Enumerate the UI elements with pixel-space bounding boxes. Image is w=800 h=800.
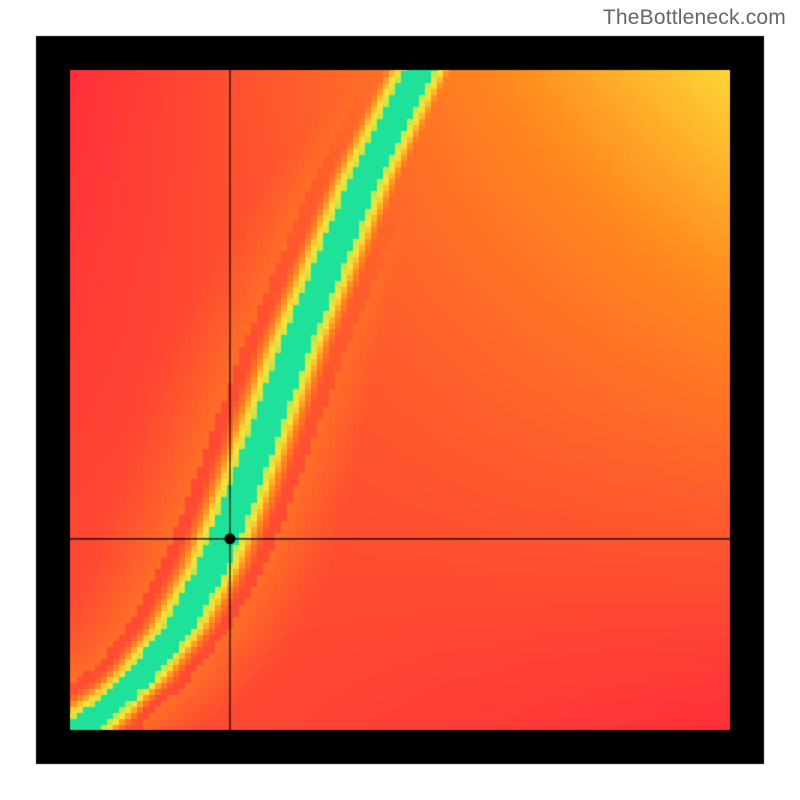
watermark-text: TheBottleneck.com	[603, 6, 786, 30]
bottleneck-heatmap	[0, 0, 800, 800]
